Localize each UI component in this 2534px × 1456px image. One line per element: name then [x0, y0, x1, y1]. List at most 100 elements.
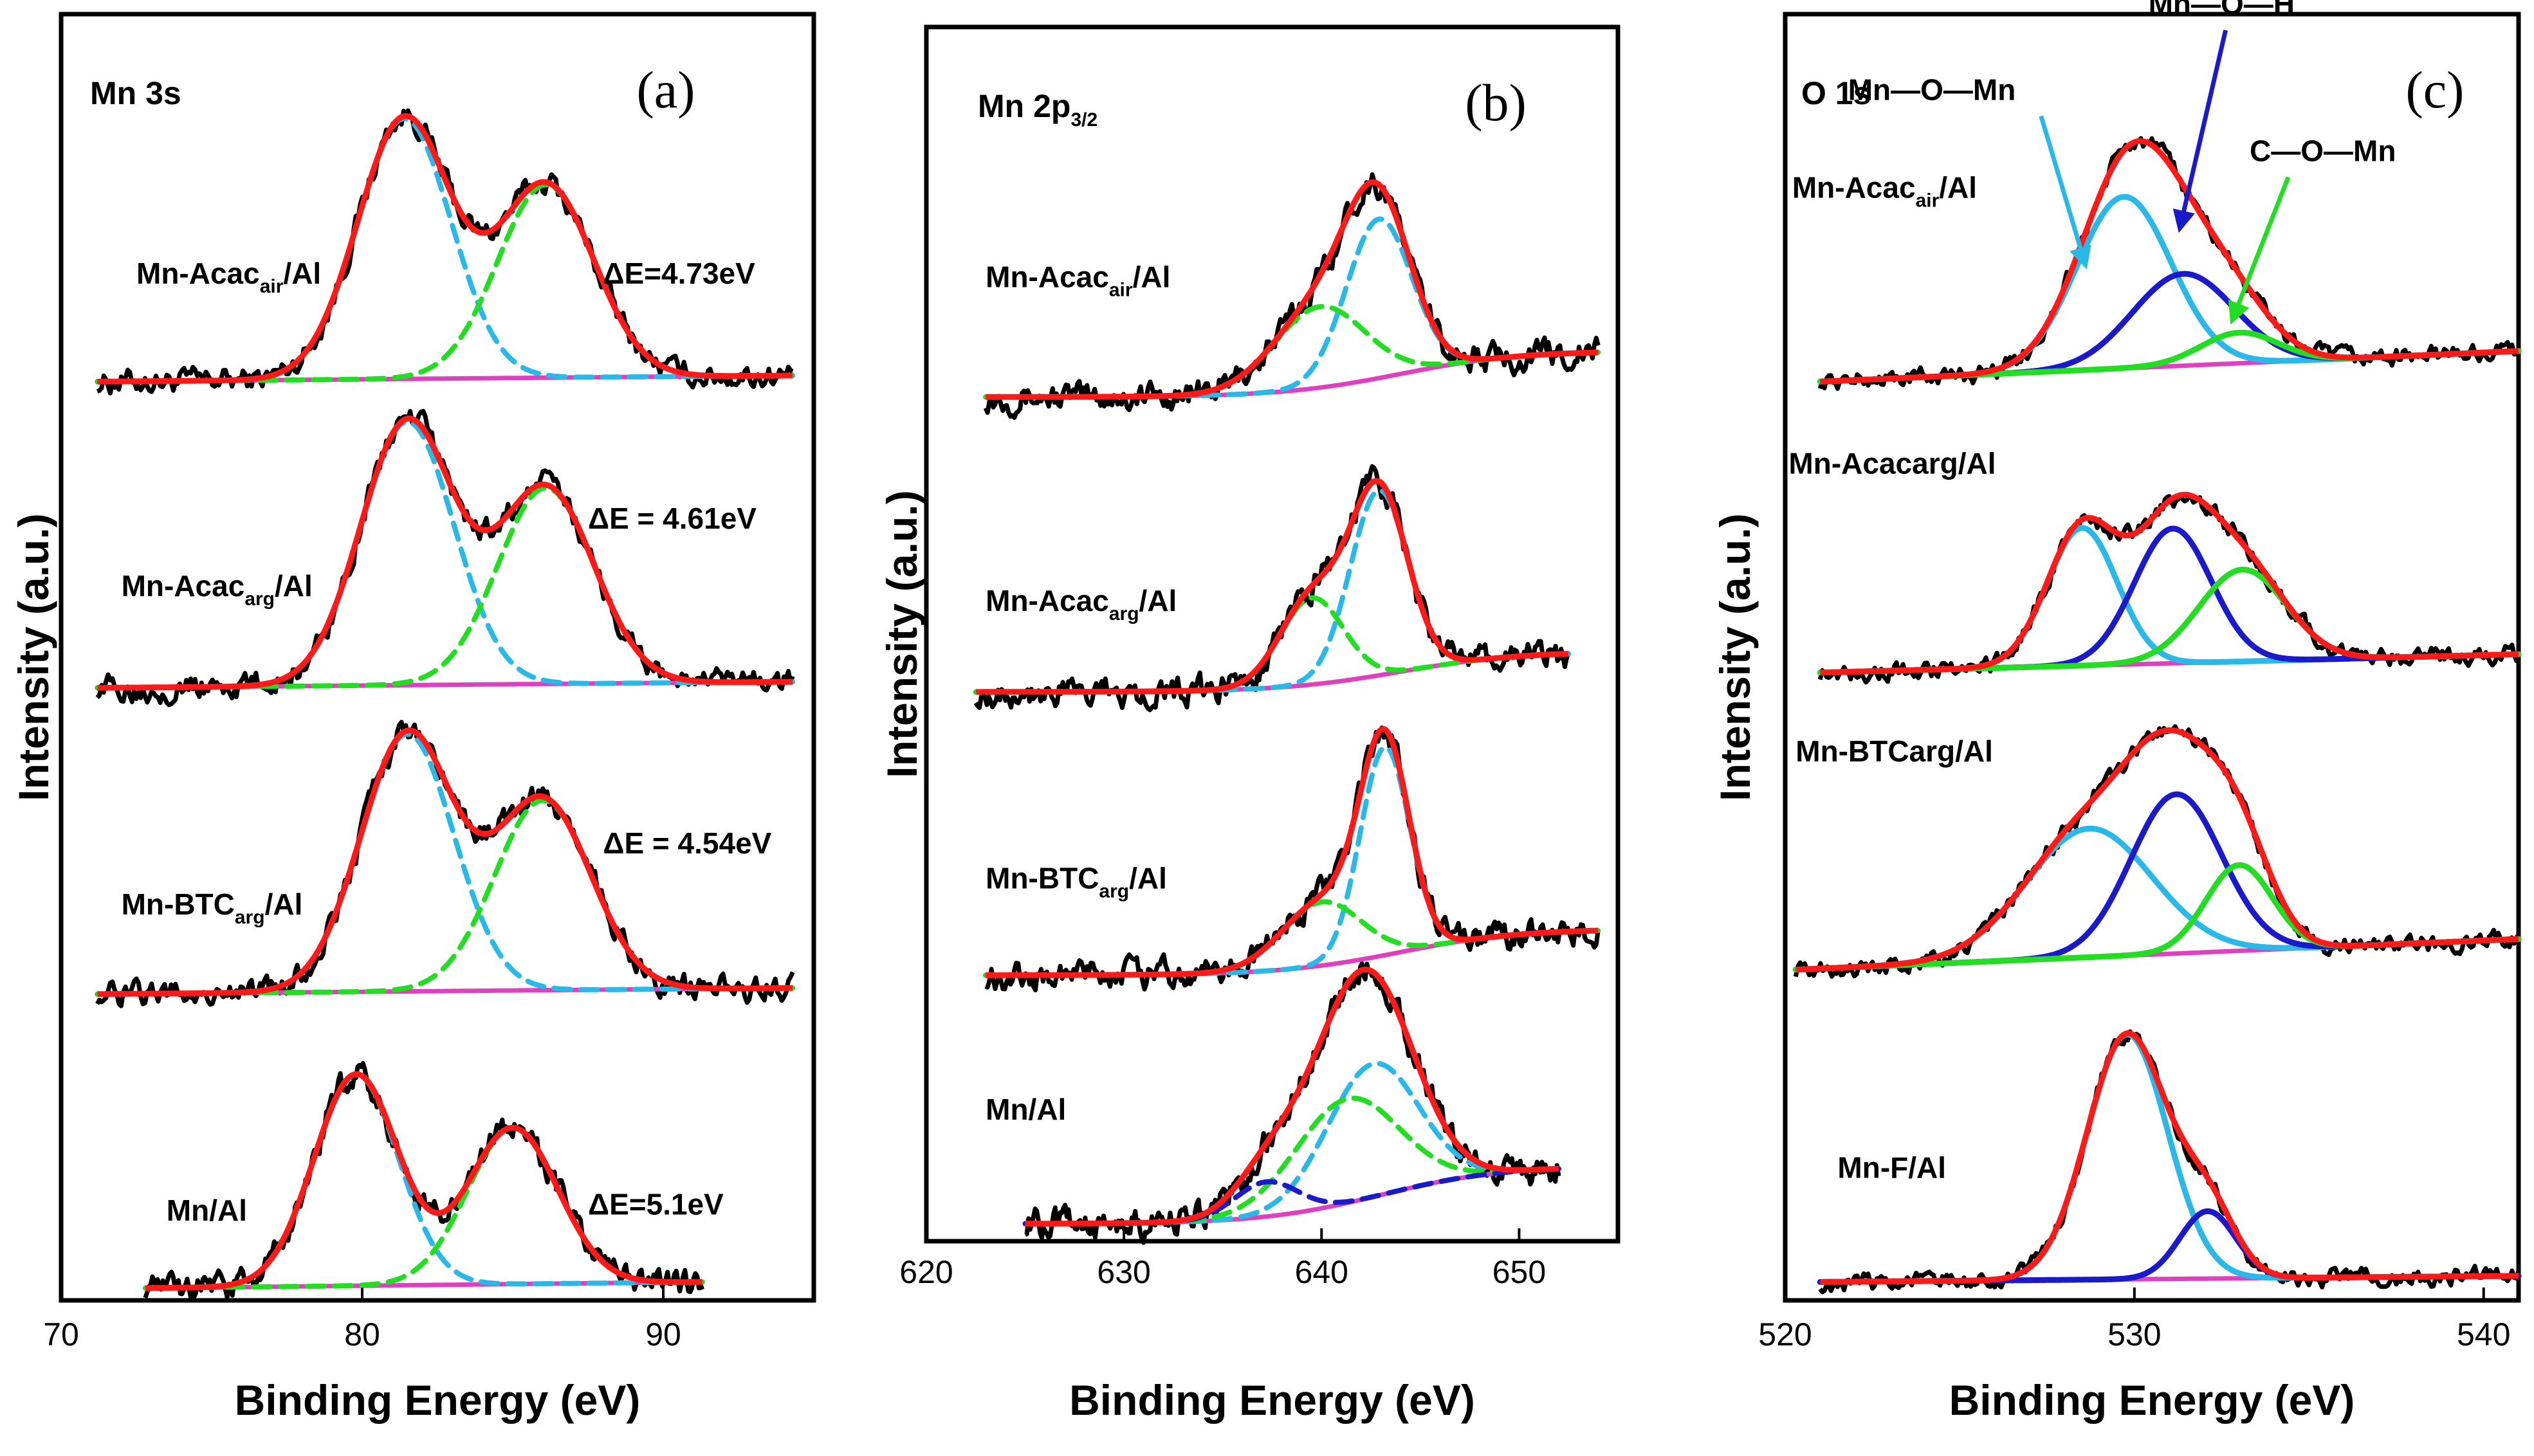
fit-component-0 [95, 116, 796, 385]
annotation-arrow-icon [2039, 115, 2091, 270]
spectrum-0: Mn-Acacair/Al [1792, 136, 2522, 391]
spectrum-2: Mn-BTCarg/Al [1792, 724, 2522, 979]
series-label: Mn-Acacarg/Al [986, 584, 1177, 624]
fit-envelope-line [144, 1071, 704, 1291]
series-label-subscript: arg [244, 588, 275, 610]
series-label: Mn-Acacair/Al [136, 257, 321, 297]
fit-envelope-line [1819, 138, 2520, 385]
fit-envelope-line [1795, 727, 2519, 973]
fit-component-1 [1817, 525, 2522, 676]
series-label-main: Mn-Acac [986, 584, 1109, 617]
delta-e-annotation: ΔE=5.1eV [588, 1188, 724, 1221]
y-axis-label: Intensity (a.u.) [878, 490, 926, 778]
panel-title-main: Mn 2p [978, 88, 1070, 124]
x-tick-label: 620 [899, 1254, 953, 1290]
series-label-main: Mn-F/Al [1837, 1151, 1946, 1185]
x-axis-label: Binding Energy (eV) [1949, 1376, 2355, 1424]
panel-title-subscript: 3/2 [1070, 109, 1097, 131]
delta-e-annotation: ΔE = 4.61eV [588, 502, 757, 535]
delta-e-annotation: ΔE=4.73eV [603, 257, 755, 290]
panel-label: (a) [636, 60, 695, 119]
spectrum-2: Mn-BTCarg/Al [983, 725, 1601, 993]
spectrum-0: Mn-Acacair/Al ΔE=4.73eV [95, 108, 796, 396]
series-label-main: Mn-Acac [122, 569, 245, 603]
panel-title-main: O 1s [1801, 75, 1871, 111]
series-label: Mn-Acacarg/Al [1788, 446, 1996, 480]
series-label: Mn/Al [986, 1093, 1066, 1126]
fit-component-0 [1817, 525, 2522, 676]
series-label-suffix: /Al [1139, 584, 1177, 617]
series-label: Mn/Al [167, 1194, 247, 1227]
spectrum-2: Mn-BTCarg/Al ΔE = 4.54eV [95, 720, 796, 1008]
series-label-main: Mn-BTCarg/Al [1795, 734, 1993, 768]
spectrum-1: Mn-Acacarg/Al ΔE = 4.61eV [95, 408, 796, 707]
series-label-suffix: /Al [1939, 171, 1977, 205]
x-tick-label: 520 [1758, 1316, 1812, 1352]
plot-frame [59, 12, 816, 1303]
bond-annotation-0: Mn—O—Mn [1848, 73, 2091, 270]
bond-label: Mn—O—Mn [1848, 73, 2016, 106]
fit-envelope-line [96, 727, 794, 997]
x-tick-label: 650 [1492, 1254, 1546, 1290]
series-label-suffix: /Al [1129, 862, 1167, 895]
fit-component-0 [143, 1071, 705, 1291]
fit-envelope-line [975, 478, 1570, 695]
series-label: Mn-Acacair/Al [986, 260, 1170, 301]
y-axis-label: Intensity (a.u.) [1711, 513, 1759, 801]
bond-label: Mn—O—H [2149, 0, 2295, 21]
series-label-subscript: arg [1109, 603, 1139, 624]
series-label-subscript: air [1109, 280, 1133, 301]
fit-envelope-line [96, 415, 794, 691]
spectrum-3: Mn/Al ΔE=5.1eV [143, 1060, 724, 1300]
fit-envelope-line [1819, 491, 2520, 676]
panel-title-main: Mn 3s [90, 75, 181, 111]
x-tick-label: 640 [1295, 1254, 1348, 1290]
delta-e-annotation: ΔE = 4.54eV [603, 826, 771, 860]
series-label-main: Mn/Al [986, 1093, 1066, 1126]
x-tick-label: 630 [1097, 1254, 1150, 1290]
panel-label: (c) [2405, 60, 2464, 119]
y-axis-label: Intensity (a.u.) [10, 513, 57, 801]
annotation-arrow-icon [2228, 176, 2291, 325]
fit-envelope-line [96, 113, 794, 385]
spectrum-3: Mn/Al [986, 961, 1561, 1245]
x-tick-label: 80 [344, 1316, 380, 1352]
raw-data-line [984, 725, 1601, 993]
panel-title: Mn 2p3/2 [978, 88, 1097, 131]
fit-component-1 [1817, 1208, 2522, 1285]
bond-annotation-1: Mn—O—H [2149, 0, 2295, 233]
series-label: Mn-BTCarg/Al [986, 862, 1167, 902]
series-label-main: Mn/Al [167, 1194, 247, 1227]
series-label: Mn-F/Al [1837, 1151, 1946, 1185]
fit-component-0 [1022, 1060, 1561, 1226]
x-tick-label: 530 [2107, 1316, 2161, 1352]
series-label-suffix: /Al [275, 569, 313, 603]
spectrum-1: Mn-Acacarg/Al [1788, 446, 2522, 685]
x-tick-label: 90 [645, 1316, 681, 1352]
panel-label: (b) [1465, 73, 1527, 132]
panel-c: 520 530 540 Binding Energy (eV) Intensity (a… [1711, 0, 2522, 1424]
series-label: Mn-BTCarg/Al [1795, 734, 1993, 768]
series-label-subscript: air [1916, 190, 1940, 212]
series-label: Mn-Acacarg/Al [122, 569, 313, 610]
panel-title: Mn 3s [90, 75, 181, 111]
raw-data-line [96, 108, 794, 396]
series-label: Mn-BTCarg/Al [122, 887, 303, 928]
raw-data-line [983, 172, 1601, 420]
series-label-subscript: arg [1099, 881, 1129, 902]
bond-label: C—O—Mn [2250, 134, 2396, 168]
bond-annotation-2: C—O—Mn [2228, 134, 2396, 325]
series-label-suffix: /Al [283, 257, 321, 290]
spectrum-1: Mn-Acacarg/Al [973, 464, 1572, 713]
fit-envelope-line [984, 179, 1599, 400]
spectrum-0: Mn-Acacair/Al [983, 172, 1601, 420]
fit-envelope-line [984, 726, 1599, 978]
panel-title: O 1s [1801, 75, 1871, 111]
series-label-suffix: /Al [1133, 260, 1171, 294]
annotation-arrow-icon [2172, 30, 2228, 233]
series-label: Mn-Acacair/Al [1792, 171, 1977, 212]
spectrum-3: Mn-F/Al [1817, 1029, 2522, 1295]
plot-frame [924, 24, 1620, 1244]
